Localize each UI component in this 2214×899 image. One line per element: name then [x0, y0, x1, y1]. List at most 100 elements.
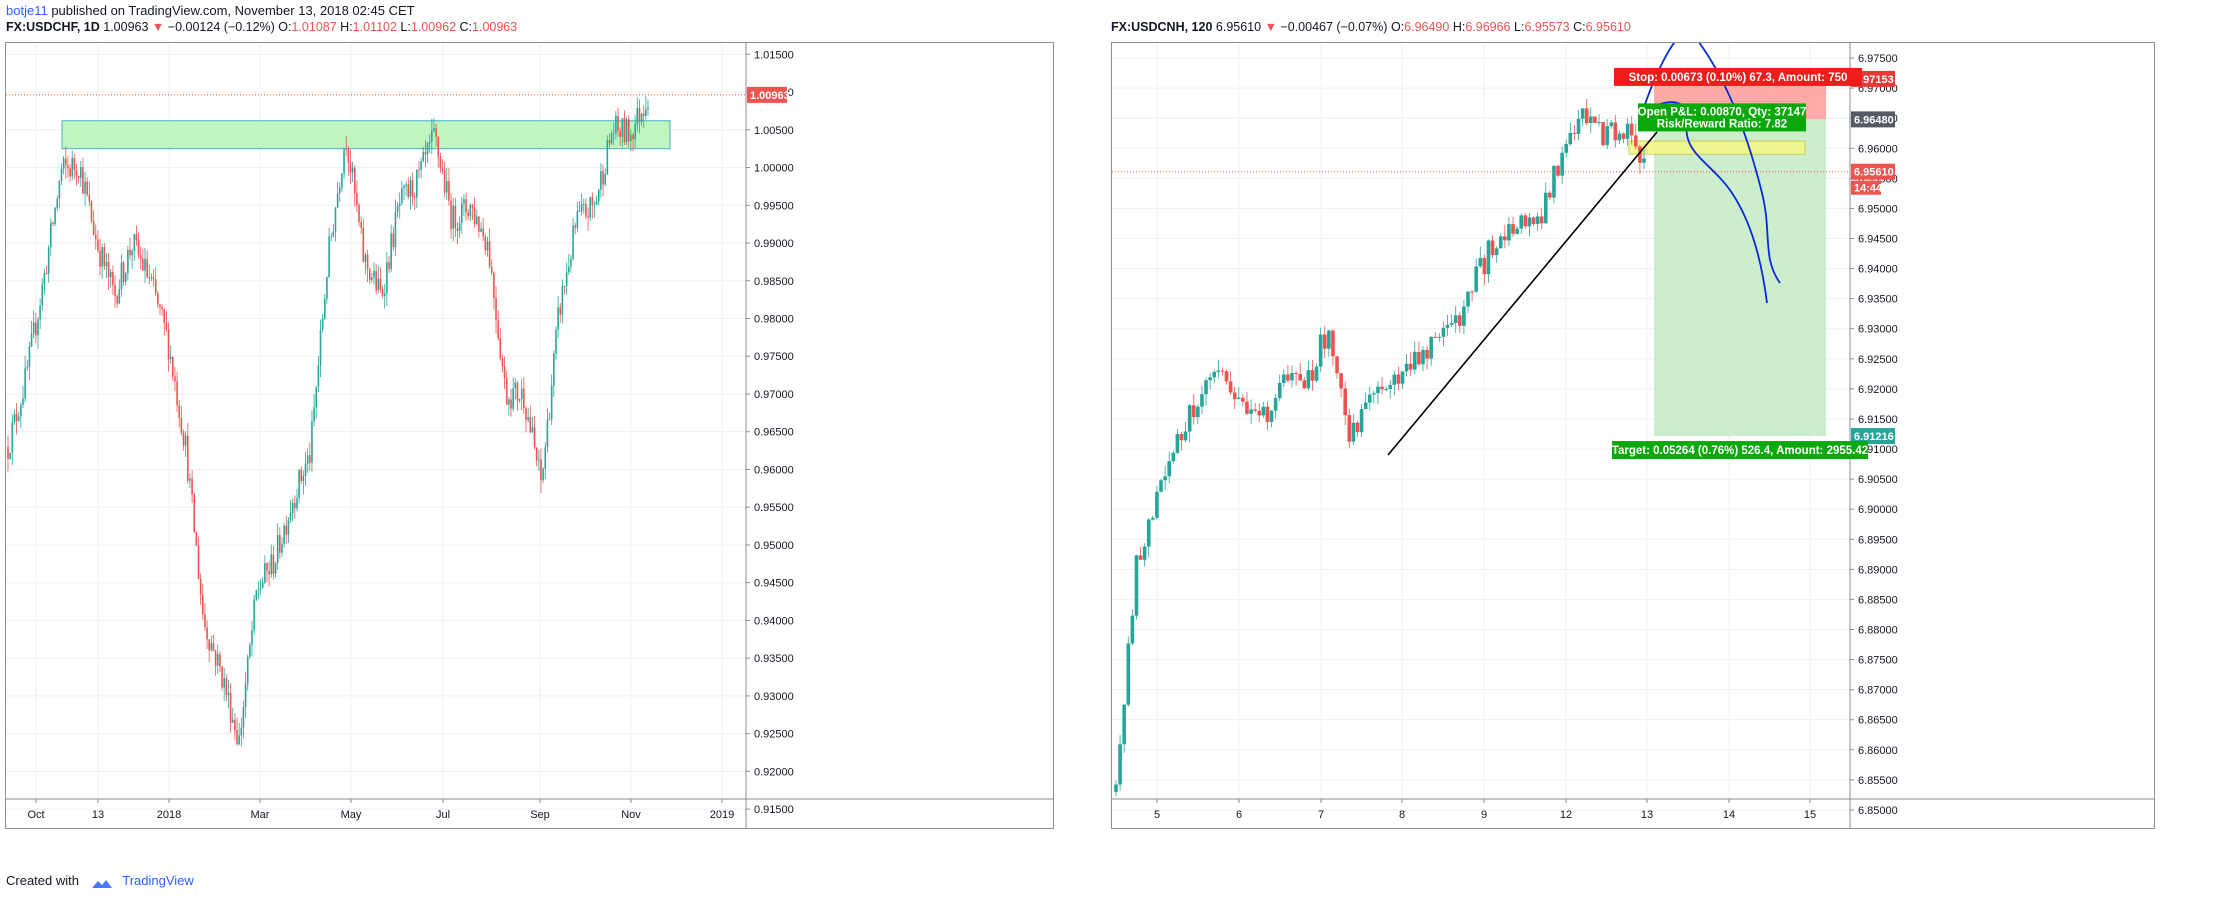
candle-body: [1236, 397, 1241, 400]
y-tick-label: 0.93000: [754, 691, 794, 703]
candle-body: [531, 427, 534, 433]
y-tick-label: 6.86000: [1858, 745, 1898, 757]
candle-body: [191, 478, 193, 495]
candle-body: [630, 134, 632, 142]
candle-body: [1273, 398, 1278, 411]
candle-body: [30, 333, 33, 347]
candle-body: [253, 599, 255, 631]
candle-body: [1560, 152, 1564, 176]
y-tick-label: 6.97500: [1858, 53, 1898, 65]
candle-body: [41, 284, 44, 306]
candle-body: [1367, 394, 1372, 403]
candle-body: [582, 204, 585, 206]
candle-body: [257, 589, 260, 591]
candle-body: [1597, 122, 1601, 124]
candle-body: [403, 186, 405, 189]
x-tick-label: 6: [1236, 809, 1242, 821]
candle-body: [490, 266, 493, 273]
y-tick-label: 0.93500: [754, 653, 794, 665]
left-open: 1.01087: [291, 20, 337, 34]
candle-body: [1187, 405, 1192, 432]
candle-body: [1470, 291, 1474, 293]
candle-body: [409, 180, 412, 197]
candle-body: [548, 419, 551, 421]
author-link[interactable]: botje11: [6, 3, 48, 18]
candle-body: [467, 212, 470, 217]
candle-body: [1372, 393, 1376, 395]
y-tick-label: 6.89500: [1858, 534, 1898, 546]
left-price: 1.00963: [103, 20, 149, 34]
candle-body: [238, 735, 240, 745]
candle-body: [358, 205, 360, 222]
short-position-tool[interactable]: [1112, 78, 1850, 437]
last-price-tag-label: 6.95610: [1854, 167, 1894, 179]
last-price-tag-label: 1.00963: [750, 90, 790, 102]
candle-body: [416, 169, 418, 198]
usdcnh-chart-panel[interactable]: 6.85000 6.85500 6.86000 6.86500 6.87000 6.875…: [1111, 32, 2155, 829]
candle-body: [1548, 192, 1552, 198]
candle-body: [1572, 132, 1577, 134]
candle-body: [1396, 374, 1401, 384]
tradingview-link[interactable]: TradingView: [122, 873, 194, 888]
axes: 6.85000 6.85500 6.86000 6.86500 6.87000 6.875…: [1112, 43, 2154, 828]
candle-body: [1245, 401, 1249, 414]
candle-body: [1515, 228, 1519, 234]
candle-body: [135, 234, 138, 241]
target-label-box-text: Target: 0.05264 (0.76%) 526.4, Amount: 2…: [1612, 445, 1868, 457]
stop-label-box: [1614, 67, 1862, 86]
x-tick-label: 5: [1154, 809, 1160, 821]
y-tick-label: 0.91500: [754, 804, 794, 816]
candle-body: [7, 446, 9, 460]
candle-body: [390, 233, 392, 270]
x-tick-label: 13: [1641, 809, 1653, 821]
candle-body: [621, 118, 624, 137]
candle-body: [1204, 380, 1208, 395]
candle-body: [480, 228, 482, 232]
y-tick-label: 6.94500: [1858, 233, 1898, 245]
candle-body: [576, 211, 579, 228]
countdown-tag-label: 14:44: [1854, 183, 1883, 195]
y-tick-label: 6.88000: [1858, 624, 1898, 636]
candle-body: [555, 329, 557, 354]
candle-body: [1294, 372, 1298, 374]
candle-body: [240, 727, 243, 736]
last-price-tag: [747, 86, 787, 103]
y-tick-label: 6.90500: [1858, 474, 1898, 486]
usdchf-chart[interactable]: 0.91500 0.92000 0.92500 0.93000 0.93500 0.940…: [6, 43, 1053, 828]
candle-body: [347, 148, 350, 163]
candle-body: [379, 278, 382, 290]
target-price-tag-label: 6.91216: [1854, 431, 1894, 443]
candle-body: [296, 498, 298, 509]
candle-body: [456, 228, 459, 232]
usdcnh-chart[interactable]: 6.85000 6.85500 6.86000 6.86500 6.87000 6.875…: [1112, 32, 2154, 828]
usdchf-chart-panel[interactable]: 0.91500 0.92000 0.92500 0.93000 0.93500 0.940…: [5, 42, 1054, 829]
candle-body: [15, 413, 18, 422]
candle-body: [189, 478, 191, 481]
candle-body: [176, 381, 178, 406]
candle-body: [445, 180, 448, 193]
candle-body: [1433, 336, 1438, 338]
candle-body: [178, 405, 181, 418]
candle-body: [1220, 370, 1225, 372]
candle-body: [1208, 377, 1212, 381]
candle-body: [597, 189, 600, 202]
y-tick-label: 6.92500: [1858, 354, 1898, 366]
footer: Created with TradingView: [6, 873, 194, 888]
right-price: 6.95610: [1215, 20, 1262, 34]
candle-body: [381, 289, 384, 296]
target-label-box: [1612, 441, 1868, 460]
left-symbol[interactable]: FX:USDCHF, 1D: [6, 20, 100, 34]
candle-body: [148, 276, 151, 278]
left-o-label: O:: [278, 20, 292, 34]
candle-body: [1232, 392, 1237, 400]
right-symbol[interactable]: FX:USDCNH, 120: [1111, 20, 1213, 34]
candle-body: [332, 231, 335, 237]
candle-body: [259, 587, 262, 590]
candle-body: [356, 193, 358, 206]
y-tick-label: 6.90000: [1858, 504, 1898, 516]
candle-body: [1167, 461, 1172, 477]
candle-body: [407, 184, 410, 197]
candle-body: [523, 388, 525, 409]
candle-body: [636, 107, 639, 124]
candle-body: [493, 272, 495, 298]
